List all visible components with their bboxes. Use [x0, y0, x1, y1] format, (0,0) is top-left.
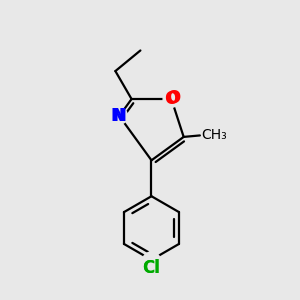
Text: CH₃: CH₃: [201, 128, 227, 142]
Circle shape: [163, 91, 180, 107]
Text: N: N: [111, 107, 125, 125]
Text: O: O: [164, 90, 178, 108]
Circle shape: [142, 252, 160, 269]
Text: Cl: Cl: [142, 259, 160, 277]
Text: N: N: [112, 107, 126, 125]
Text: Cl: Cl: [142, 259, 160, 277]
Text: O: O: [166, 89, 180, 107]
Circle shape: [111, 108, 128, 124]
